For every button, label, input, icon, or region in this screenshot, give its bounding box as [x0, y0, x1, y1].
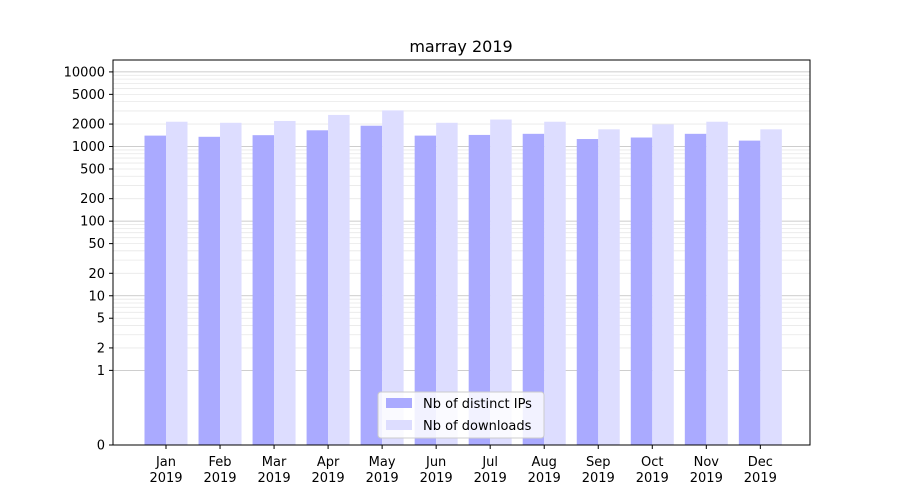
bar-downloads [490, 119, 512, 446]
y-tick-label: 100 [80, 215, 105, 230]
y-tick-label: 10 [88, 289, 105, 304]
x-tick-label: May 2019 [366, 455, 399, 486]
chart-title: marray 2019 [409, 37, 512, 56]
bar-downloads [652, 124, 674, 446]
x-tick-label: Aug 2019 [528, 455, 561, 486]
bar-downloads [544, 121, 566, 446]
bar-distinct-ips [576, 139, 599, 445]
y-axis: 0 1 2 5 10 20 50 100 200 500 1000 2000 5000 10000 [64, 65, 113, 454]
x-tick-label: Feb 2019 [203, 455, 236, 486]
legend-swatch-downloads [386, 420, 412, 430]
y-tick-label: 1000 [72, 140, 105, 155]
x-tick-label: Sep 2019 [582, 455, 615, 486]
bar-downloads [382, 110, 404, 445]
x-tick-label: Jun 2019 [420, 455, 453, 486]
x-tick-label: Dec 2019 [744, 455, 777, 486]
y-tick-label: 0 [97, 439, 105, 454]
bar-distinct-ips [306, 130, 329, 446]
bar-distinct-ips [684, 133, 707, 446]
x-axis: Jan 2019 Feb 2019 Mar 2019 Apr 2019 May 2019 Jun 20… [149, 445, 777, 486]
y-tick-label: 5000 [72, 88, 105, 103]
bar-downloads [166, 121, 188, 446]
bar-distinct-ips [360, 125, 383, 446]
x-tick-label: Mar 2019 [258, 455, 291, 486]
legend-label-downloads: Nb of downloads [423, 419, 532, 434]
bar-distinct-ips [252, 135, 275, 445]
bar-distinct-ips [738, 140, 761, 445]
legend: Nb of distinct IPs Nb of downloads [377, 391, 545, 439]
y-tick-label: 1 [97, 364, 105, 379]
y-tick-label: 2 [97, 341, 105, 356]
y-tick-label: 500 [80, 162, 105, 177]
y-tick-label: 200 [80, 192, 105, 207]
x-tick-label: Jul 2019 [474, 455, 507, 486]
x-tick-label: Oct 2019 [636, 455, 669, 486]
legend-swatch-distinct-ips [386, 398, 412, 408]
y-tick-label: 20 [88, 267, 105, 282]
bar-downloads [274, 120, 296, 445]
bar-distinct-ips [522, 133, 545, 446]
plot-frame [112, 59, 811, 446]
bar-downloads [706, 121, 728, 446]
x-tick-label: Nov 2019 [690, 455, 723, 486]
bar-distinct-ips [630, 137, 653, 445]
bar-distinct-ips [414, 135, 437, 445]
legend-label-distinct-ips: Nb of distinct IPs [423, 397, 532, 412]
y-tick-label: 10000 [64, 65, 105, 80]
bars [144, 110, 782, 446]
bar-downloads [220, 122, 242, 445]
bar-downloads [760, 129, 782, 445]
bar-distinct-ips [198, 136, 221, 445]
x-tick-label: Apr 2019 [312, 455, 345, 486]
bar-downloads [598, 129, 620, 445]
y-tick-label: 5 [97, 312, 105, 327]
x-tick-label: Jan 2019 [149, 455, 182, 486]
bar-distinct-ips [468, 134, 491, 445]
legend-box [377, 391, 545, 439]
y-tick-label: 2000 [72, 118, 105, 133]
bar-downloads [328, 114, 350, 446]
bar-downloads [436, 122, 458, 445]
y-tick-label: 50 [88, 237, 105, 252]
bar-distinct-ips [144, 135, 166, 445]
